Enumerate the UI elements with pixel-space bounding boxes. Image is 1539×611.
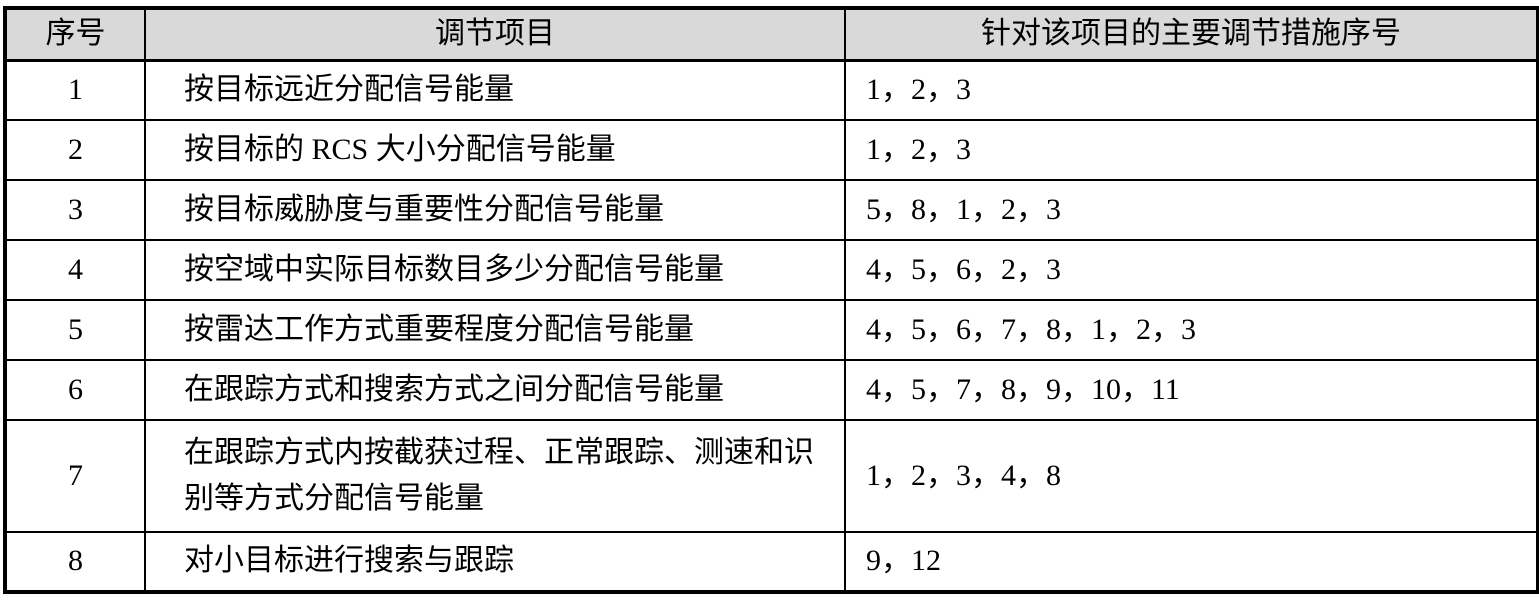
measures-cell: 1，2，3，4，8 xyxy=(844,419,1539,533)
measures-cell: 1，2，3 xyxy=(844,119,1539,181)
header-no: 序号 xyxy=(4,7,146,62)
table-row: 3 按目标威胁度与重要性分配信号能量 5，8，1，2，3 xyxy=(4,179,1539,241)
row-number-cell: 8 xyxy=(4,531,146,593)
row-number-cell: 6 xyxy=(4,359,146,421)
table-row: 7 在跟踪方式内按截获过程、正常跟踪、测速和识别等方式分配信号能量 1，2，3，… xyxy=(4,419,1539,533)
measures-cell: 4，5，6，7，8，1，2，3 xyxy=(844,299,1539,361)
item-cell: 按空域中实际目标数目多少分配信号能量 xyxy=(144,239,846,301)
item-cell: 对小目标进行搜索与跟踪 xyxy=(144,531,846,593)
measures-cell: 5，8，1，2，3 xyxy=(844,179,1539,241)
table-header-row: 序号 调节项目 针对该项目的主要调节措施序号 xyxy=(4,7,1539,62)
measures-cell: 1，2，3 xyxy=(844,59,1539,121)
row-number-cell: 1 xyxy=(4,59,146,121)
item-cell: 在跟踪方式内按截获过程、正常跟踪、测速和识别等方式分配信号能量 xyxy=(144,419,846,533)
measures-cell: 9，12 xyxy=(844,531,1539,593)
measures-cell: 4，5，7，8，9，10，11 xyxy=(844,359,1539,421)
item-cell: 按目标威胁度与重要性分配信号能量 xyxy=(144,179,846,241)
table-row: 5 按雷达工作方式重要程度分配信号能量 4，5，6，7，8，1，2，3 xyxy=(4,299,1539,361)
adjustment-table: 序号 调节项目 针对该项目的主要调节措施序号 1 按目标远近分配信号能量 1，2… xyxy=(3,6,1539,594)
row-number-cell: 3 xyxy=(4,179,146,241)
measures-cell: 4，5，6，2，3 xyxy=(844,239,1539,301)
table-row: 4 按空域中实际目标数目多少分配信号能量 4，5，6，2，3 xyxy=(4,239,1539,301)
table-row: 8 对小目标进行搜索与跟踪 9，12 xyxy=(4,531,1539,593)
table-row: 2 按目标的 RCS 大小分配信号能量 1，2，3 xyxy=(4,119,1539,181)
item-cell: 按目标远近分配信号能量 xyxy=(144,59,846,121)
row-number-cell: 2 xyxy=(4,119,146,181)
item-cell: 在跟踪方式和搜索方式之间分配信号能量 xyxy=(144,359,846,421)
row-number-cell: 7 xyxy=(4,419,146,533)
item-cell: 按目标的 RCS 大小分配信号能量 xyxy=(144,119,846,181)
table-row: 6 在跟踪方式和搜索方式之间分配信号能量 4，5，7，8，9，10，11 xyxy=(4,359,1539,421)
item-cell: 按雷达工作方式重要程度分配信号能量 xyxy=(144,299,846,361)
row-number-cell: 4 xyxy=(4,239,146,301)
header-item: 调节项目 xyxy=(144,7,846,62)
header-measures: 针对该项目的主要调节措施序号 xyxy=(844,7,1539,62)
table-row: 1 按目标远近分配信号能量 1，2，3 xyxy=(4,59,1539,121)
row-number-cell: 5 xyxy=(4,299,146,361)
